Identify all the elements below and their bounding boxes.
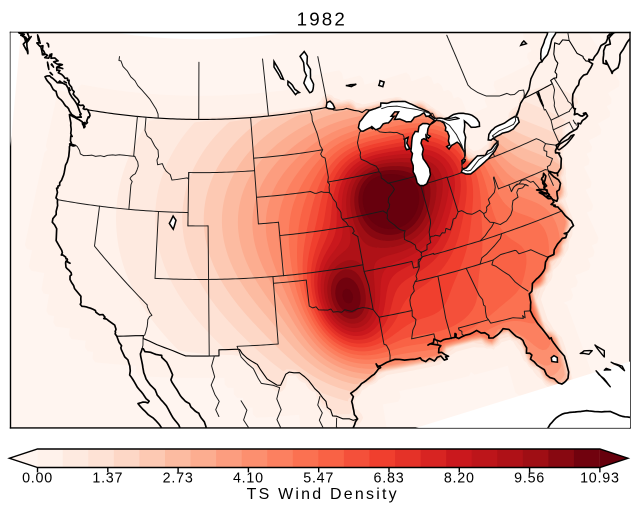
svg-text:5.47: 5.47 bbox=[303, 471, 334, 487]
svg-text:2.73: 2.73 bbox=[163, 471, 194, 487]
svg-text:9.56: 9.56 bbox=[514, 471, 545, 487]
svg-text:1.37: 1.37 bbox=[92, 471, 123, 487]
svg-text:6.83: 6.83 bbox=[374, 471, 405, 487]
svg-text:4.10: 4.10 bbox=[233, 471, 264, 487]
svg-text:1982: 1982 bbox=[297, 9, 347, 30]
svg-text:8.20: 8.20 bbox=[444, 471, 475, 487]
svg-text:10.93: 10.93 bbox=[580, 471, 620, 487]
svg-text:TS Wind Density: TS Wind Density bbox=[247, 486, 399, 503]
svg-text:0.00: 0.00 bbox=[22, 471, 53, 487]
